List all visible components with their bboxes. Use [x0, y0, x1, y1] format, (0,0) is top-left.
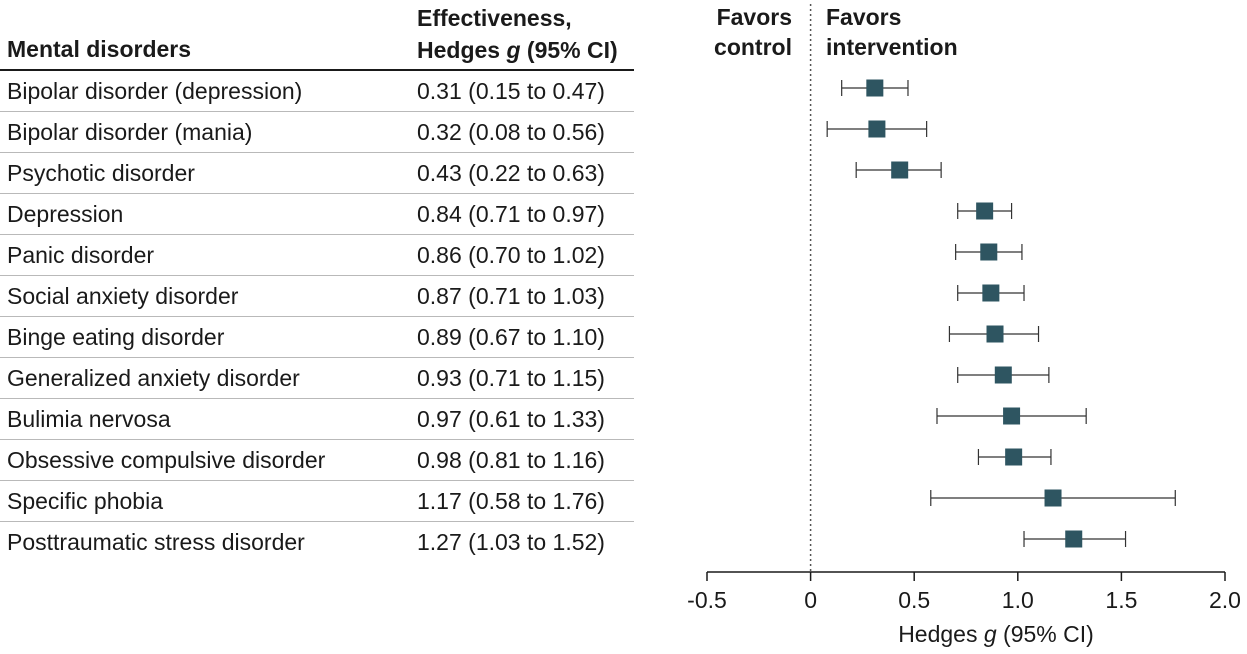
point-estimate-marker	[980, 243, 998, 261]
x-axis-label-ci: (95% CI)	[997, 621, 1094, 647]
disorder-name: Panic disorder	[7, 242, 155, 268]
x-tick-label: 2.0	[1209, 587, 1241, 613]
favors-intervention-line1: Favors	[826, 4, 902, 30]
point-estimate-marker	[982, 284, 1000, 302]
disorder-name: Social anxiety disorder	[7, 283, 239, 309]
x-tick-label: 1.0	[1002, 587, 1034, 613]
table-row: Bipolar disorder (mania) 0.32 (0.08 to 0.…	[0, 112, 634, 153]
point-estimate-marker	[976, 202, 994, 220]
table-row: Panic disorder 0.86 (0.70 to 1.02)	[0, 235, 634, 276]
x-axis-label-g: g	[984, 621, 997, 647]
column-header-disorder: Mental disorders	[7, 36, 192, 62]
table-row: Depression 0.84 (0.71 to 0.97)	[0, 194, 634, 235]
favors-intervention-label: Favors intervention	[826, 2, 958, 62]
effect-value: 0.97 (0.61 to 1.33)	[417, 406, 605, 432]
effect-value: 0.98 (0.81 to 1.16)	[417, 447, 605, 473]
effect-value: 0.93 (0.71 to 1.15)	[417, 365, 605, 391]
effect-value: 0.89 (0.67 to 1.10)	[417, 324, 605, 350]
table-row: Social anxiety disorder 0.87 (0.71 to 1.0…	[0, 276, 634, 317]
disorder-name: Psychotic disorder	[7, 160, 195, 186]
x-axis-label-hedges: Hedges	[898, 621, 984, 647]
point-estimate-marker	[868, 120, 886, 138]
x-tick-label: -0.5	[687, 587, 727, 613]
disorder-name: Binge eating disorder	[7, 324, 225, 350]
column-header-effectiveness-line2: Hedges g (95% CI)	[417, 34, 618, 66]
effect-value: 0.43 (0.22 to 0.63)	[417, 160, 605, 186]
point-estimate-marker	[866, 79, 884, 97]
x-tick-label: 0	[804, 587, 817, 613]
table-row: Binge eating disorder 0.89 (0.67 to 1.10)	[0, 317, 634, 358]
favors-control-line2: control	[714, 34, 792, 60]
point-estimate-marker	[891, 161, 909, 179]
disorder-name: Generalized anxiety disorder	[7, 365, 300, 391]
disorder-name: Bipolar disorder (depression)	[7, 78, 303, 104]
point-estimate-marker	[1044, 489, 1062, 507]
effect-value: 0.32 (0.08 to 0.56)	[417, 119, 605, 145]
favors-control-line1: Favors	[716, 4, 792, 30]
favors-intervention-line2: intervention	[826, 34, 958, 60]
disorder-name: Depression	[7, 201, 124, 227]
header-g-symbol: g	[506, 37, 521, 63]
effect-value: 0.31 (0.15 to 0.47)	[417, 78, 605, 104]
disorder-name: Specific phobia	[7, 488, 163, 514]
point-estimate-marker	[1005, 448, 1023, 466]
effect-value: 0.86 (0.70 to 1.02)	[417, 242, 605, 268]
x-axis-label: Hedges g (95% CI)	[898, 621, 1094, 647]
header-rule	[0, 69, 634, 71]
header-hedges-text: Hedges	[417, 37, 507, 63]
effect-value: 1.27 (1.03 to 1.52)	[417, 529, 605, 555]
table-row: Bulimia nervosa 0.97 (0.61 to 1.33)	[0, 399, 634, 440]
column-header-effectiveness: Effectiveness, Hedges g (95% CI)	[417, 2, 618, 66]
table-row: Posttraumatic stress disorder 1.27 (1.03 …	[0, 522, 634, 563]
table-row: Generalized anxiety disorder 0.93 (0.71 t…	[0, 358, 634, 399]
point-estimate-marker	[1003, 407, 1021, 425]
point-estimate-marker	[994, 366, 1012, 384]
table-row: Specific phobia 1.17 (0.58 to 1.76)	[0, 481, 634, 522]
effect-value: 1.17 (0.58 to 1.76)	[417, 488, 605, 514]
disorder-name: Posttraumatic stress disorder	[7, 529, 305, 555]
x-tick-label: 1.5	[1105, 587, 1137, 613]
point-estimate-marker	[986, 325, 1004, 343]
table-row: Obsessive compulsive disorder 0.98 (0.81 …	[0, 440, 634, 481]
disorder-name: Obsessive compulsive disorder	[7, 447, 326, 473]
disorder-name: Bipolar disorder (mania)	[7, 119, 253, 145]
x-tick-label: 0.5	[898, 587, 930, 613]
disorder-name: Bulimia nervosa	[7, 406, 171, 432]
point-estimate-marker	[1065, 530, 1083, 548]
table-row: Bipolar disorder (depression) 0.31 (0.15 …	[0, 71, 634, 112]
table-row: Psychotic disorder 0.43 (0.22 to 0.63)	[0, 153, 634, 194]
header-ci-text: (95% CI)	[520, 37, 618, 63]
effect-value: 0.84 (0.71 to 0.97)	[417, 201, 605, 227]
effect-value: 0.87 (0.71 to 1.03)	[417, 283, 605, 309]
favors-control-label: Favors control	[714, 2, 792, 62]
column-header-effectiveness-line1: Effectiveness,	[417, 5, 572, 31]
